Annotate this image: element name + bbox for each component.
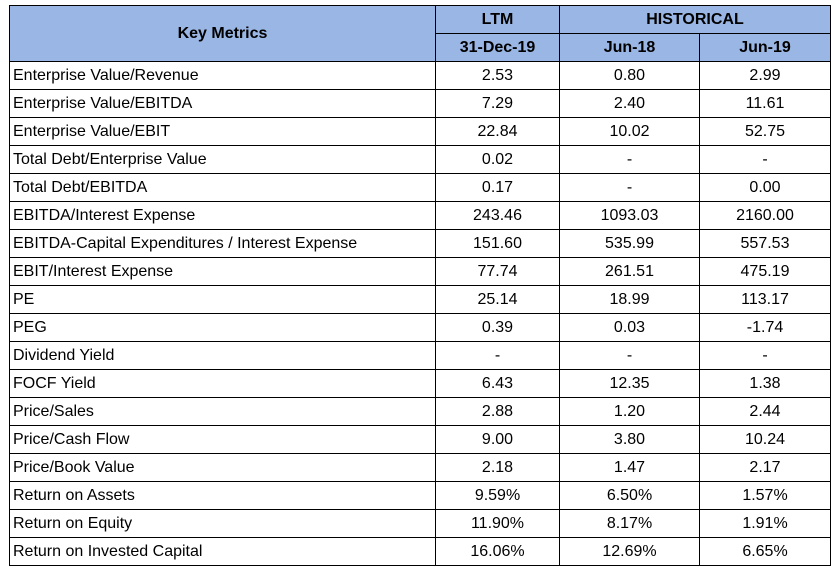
jun18-value: 6.50% xyxy=(559,481,700,510)
jun18-value: - xyxy=(559,145,700,174)
table-row: PEG 0.39 0.03 -1.74 xyxy=(9,313,831,342)
metric-label: PEG xyxy=(9,313,436,342)
ltm-value: 11.90% xyxy=(435,509,560,538)
jun19-value: 0.00 xyxy=(699,173,831,202)
ltm-value: 9.00 xyxy=(435,425,560,454)
jun19-value: 1.57% xyxy=(699,481,831,510)
ltm-value: 77.74 xyxy=(435,257,560,286)
table-row: EBIT/Interest Expense 77.74 261.51 475.19 xyxy=(9,257,831,286)
ltm-value: 7.29 xyxy=(435,89,560,118)
jun18-value: 10.02 xyxy=(559,117,700,146)
jun18-value: 18.99 xyxy=(559,285,700,314)
metric-label: Price/Book Value xyxy=(9,453,436,482)
ltm-value: 25.14 xyxy=(435,285,560,314)
jun18-value: 1.20 xyxy=(559,397,700,426)
jun18-value: 261.51 xyxy=(559,257,700,286)
header-ltm: LTM xyxy=(435,5,560,34)
table-row: Dividend Yield - - - xyxy=(9,341,831,370)
jun19-value: 11.61 xyxy=(699,89,831,118)
ltm-value: 6.43 xyxy=(435,369,560,398)
jun19-value: 6.65% xyxy=(699,537,831,566)
metric-label: Enterprise Value/EBITDA xyxy=(9,89,436,118)
metric-label: EBITDA-Capital Expenditures / Interest E… xyxy=(9,229,436,258)
metric-label: Return on Equity xyxy=(9,509,436,538)
jun18-value: 535.99 xyxy=(559,229,700,258)
ltm-value: 2.18 xyxy=(435,453,560,482)
metric-label: EBITDA/Interest Expense xyxy=(9,201,436,230)
header-jun18: Jun-18 xyxy=(559,33,700,62)
header-historical: HISTORICAL xyxy=(559,5,831,34)
metric-label: FOCF Yield xyxy=(9,369,436,398)
table-row: Enterprise Value/EBIT 22.84 10.02 52.75 xyxy=(9,117,831,146)
table-row: Total Debt/Enterprise Value 0.02- - xyxy=(9,145,831,174)
table-row: EBITDA/Interest Expense 243.46 1093.03 2160… xyxy=(9,201,831,230)
jun19-value: - xyxy=(699,341,831,370)
metric-label: PE xyxy=(9,285,436,314)
table-row: Enterprise Value/EBITDA 7.29 2.40 11.61 xyxy=(9,89,831,118)
metric-label: Total Debt/EBITDA xyxy=(9,173,436,202)
table-row: Price/Book Value 2.18 1.47 2.17 xyxy=(9,453,831,482)
jun19-value: 1.38 xyxy=(699,369,831,398)
ltm-value: 2.53 xyxy=(435,61,560,90)
jun19-value: 2.17 xyxy=(699,453,831,482)
table-row: Enterprise Value/Revenue 2.53 0.80 2.99 xyxy=(9,61,831,90)
jun19-value: 2160.00 xyxy=(699,201,831,230)
jun19-value: 557.53 xyxy=(699,229,831,258)
header-ltm-date: 31-Dec-19 xyxy=(435,33,560,62)
jun18-value: - xyxy=(559,173,700,202)
ltm-value: 0.17 xyxy=(435,173,560,202)
ltm-value: - xyxy=(435,341,560,370)
jun19-value: 2.44 xyxy=(699,397,831,426)
ltm-value: 151.60 xyxy=(435,229,560,258)
jun18-value: 12.35 xyxy=(559,369,700,398)
table-row: PE 25.14 18.99 113.17 xyxy=(9,285,831,314)
ltm-value: 0.39 xyxy=(435,313,560,342)
jun18-value: 0.03 xyxy=(559,313,700,342)
table-row: Price/Sales 2.88 1.20 2.44 xyxy=(9,397,831,426)
jun18-value: 3.80 xyxy=(559,425,700,454)
header-key-metrics: Key Metrics xyxy=(9,5,436,62)
jun19-value: 52.75 xyxy=(699,117,831,146)
metric-label: Total Debt/Enterprise Value xyxy=(9,145,436,174)
table-row: Return on Assets 9.59% 6.50% 1.57% xyxy=(9,481,831,510)
jun18-value: 1093.03 xyxy=(559,201,700,230)
metric-label: Dividend Yield xyxy=(9,341,436,370)
table-header: Key Metrics LTM HISTORICAL 31-Dec-19 Jun… xyxy=(9,5,831,62)
metric-label: Enterprise Value/Revenue xyxy=(9,61,436,90)
jun19-value: 1.91% xyxy=(699,509,831,538)
jun18-value: 8.17% xyxy=(559,509,700,538)
jun19-value: 10.24 xyxy=(699,425,831,454)
table-row: Price/Cash Flow 9.00 3.80 10.24 xyxy=(9,425,831,454)
metric-label: Price/Sales xyxy=(9,397,436,426)
jun18-value: - xyxy=(559,341,700,370)
metric-label: EBIT/Interest Expense xyxy=(9,257,436,286)
jun19-value: 2.99 xyxy=(699,61,831,90)
jun18-value: 2.40 xyxy=(559,89,700,118)
table-row: EBITDA-Capital Expenditures / Interest E… xyxy=(9,229,831,258)
metric-label: Return on Invested Capital xyxy=(9,537,436,566)
jun18-value: 0.80 xyxy=(559,61,700,90)
header-jun19: Jun-19 xyxy=(699,33,831,62)
ltm-value: 243.46 xyxy=(435,201,560,230)
table-row: Return on Invested Capital 16.06% 12.69% 6.… xyxy=(9,537,831,566)
ltm-value: 9.59% xyxy=(435,481,560,510)
metric-label: Enterprise Value/EBIT xyxy=(9,117,436,146)
key-metrics-table: Key Metrics LTM HISTORICAL 31-Dec-19 Jun… xyxy=(9,5,831,566)
jun19-value: -1.74 xyxy=(699,313,831,342)
table-row: Return on Equity 11.90% 8.17% 1.91% xyxy=(9,509,831,538)
metric-label: Price/Cash Flow xyxy=(9,425,436,454)
ltm-value: 22.84 xyxy=(435,117,560,146)
ltm-value: 0.02 xyxy=(435,145,560,174)
jun19-value: 475.19 xyxy=(699,257,831,286)
ltm-value: 16.06% xyxy=(435,537,560,566)
jun19-value: 113.17 xyxy=(699,285,831,314)
table-row: FOCF Yield 6.43 12.35 1.38 xyxy=(9,369,831,398)
jun18-value: 12.69% xyxy=(559,537,700,566)
metric-label: Return on Assets xyxy=(9,481,436,510)
table-body: Enterprise Value/Revenue 2.53 0.80 2.99 Ente… xyxy=(9,61,831,566)
jun19-value: - xyxy=(699,145,831,174)
jun18-value: 1.47 xyxy=(559,453,700,482)
ltm-value: 2.88 xyxy=(435,397,560,426)
table-row: Total Debt/EBITDA 0.17-0.00 xyxy=(9,173,831,202)
